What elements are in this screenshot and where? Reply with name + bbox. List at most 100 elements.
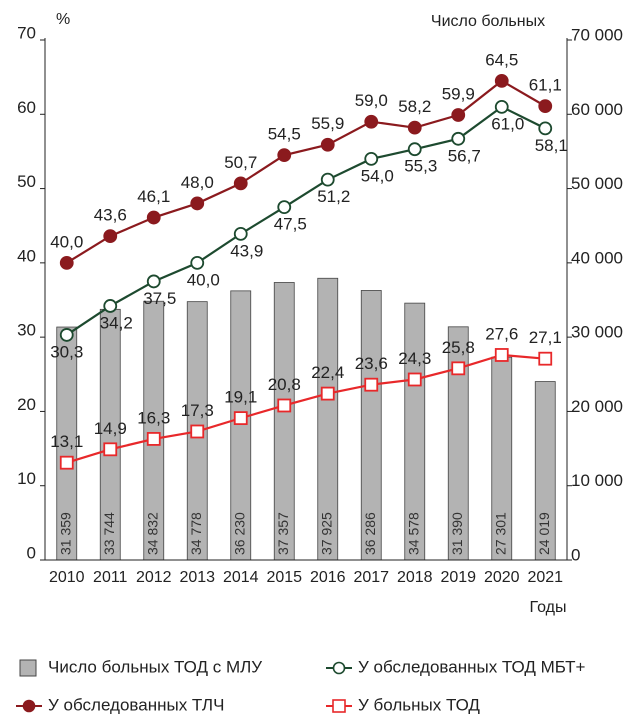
- data-label: 40,0: [187, 270, 220, 289]
- marker: [451, 108, 466, 122]
- x-tick-label: 2017: [353, 569, 389, 586]
- marker: [451, 361, 466, 376]
- data-label: 43,6: [94, 206, 127, 225]
- marker: [233, 411, 248, 426]
- bar-label: 27 301: [492, 512, 508, 555]
- legend-swatch: [19, 659, 37, 677]
- bar-label: 37 925: [318, 512, 334, 555]
- legend-label: У обследованных ТОД МБТ+: [358, 657, 586, 676]
- data-label: 24,3: [398, 349, 431, 368]
- marker: [320, 386, 335, 401]
- marker: [277, 398, 292, 413]
- data-label: 55,3: [404, 157, 437, 176]
- x-tick-label: 2013: [179, 569, 215, 586]
- data-label: 54,5: [268, 125, 301, 144]
- y2-tick-label: 0: [571, 545, 580, 564]
- marker: [59, 328, 74, 342]
- marker: [233, 226, 248, 241]
- data-label: 58,1: [535, 136, 568, 155]
- marker: [407, 120, 422, 135]
- data-label: 51,2: [317, 187, 350, 206]
- marker: [407, 142, 422, 157]
- line: [66, 353, 546, 464]
- marker: [103, 442, 118, 457]
- bar-label: 37 357: [275, 512, 291, 555]
- y2-tick-label: 10 000: [571, 471, 623, 490]
- x-tick-label: 2018: [397, 569, 433, 586]
- line: [66, 79, 546, 264]
- y2-tick-label: 30 000: [571, 323, 623, 342]
- x-tick-label: 2019: [440, 569, 476, 586]
- data-label: 47,5: [274, 215, 307, 234]
- data-label: 55,9: [311, 114, 344, 133]
- y2-tick-label: 40 000: [571, 248, 623, 267]
- marker: [146, 432, 161, 446]
- bar-label: 31 390: [449, 512, 465, 555]
- y-tick-label: 20: [17, 395, 36, 414]
- data-label: 37,5: [143, 289, 176, 308]
- data-label: 50,7: [224, 153, 257, 172]
- data-label: 27,1: [529, 328, 562, 347]
- data-label: 25,8: [442, 338, 475, 357]
- bar-label: 34 832: [144, 512, 160, 555]
- data-label: 46,1: [137, 187, 170, 206]
- y2-tick-label: 60 000: [571, 100, 623, 119]
- marker: [190, 196, 205, 211]
- marker: [320, 172, 335, 187]
- data-label: 61,1: [529, 76, 562, 95]
- marker: [407, 372, 422, 387]
- data-label: 23,6: [355, 354, 388, 373]
- data-label: 59,9: [442, 85, 475, 104]
- line: [66, 105, 546, 336]
- bar-label: 24 019: [536, 512, 552, 555]
- marker: [364, 151, 379, 166]
- marker: [190, 424, 205, 439]
- bar-label: 36 286: [362, 512, 378, 555]
- y2-tick-label: 70 000: [571, 25, 623, 44]
- data-label: 22,4: [311, 363, 344, 382]
- marker: [103, 229, 118, 244]
- y-tick-label: 60: [17, 98, 36, 117]
- marker: [494, 73, 509, 88]
- data-label: 19,1: [224, 388, 257, 407]
- marker: [277, 200, 292, 215]
- data-label: 43,9: [230, 241, 263, 260]
- data-label: 59,0: [355, 91, 388, 110]
- y2-tick-label: 20 000: [571, 397, 623, 416]
- data-label: 30,3: [50, 342, 83, 361]
- marker: [494, 99, 509, 114]
- x-axis-label: Годы: [530, 599, 567, 616]
- x-tick-label: 2014: [223, 569, 259, 586]
- y-axis-label: %: [56, 11, 70, 28]
- x-tick-label: 2020: [484, 569, 520, 586]
- y-tick-label: 10: [17, 469, 36, 488]
- y2-tick-label: 50 000: [571, 174, 623, 193]
- y-tick-label: 70: [17, 23, 36, 42]
- data-label: 13,1: [50, 432, 83, 451]
- data-label: 16,3: [137, 408, 170, 427]
- legend-marker: [22, 699, 36, 713]
- marker: [277, 148, 292, 163]
- data-label: 27,6: [485, 324, 518, 343]
- data-label: 61,0: [491, 114, 524, 133]
- marker: [59, 455, 74, 470]
- marker: [364, 377, 379, 392]
- x-tick-label: 2021: [527, 569, 563, 586]
- x-tick-label: 2011: [93, 569, 128, 586]
- bar-label: 31 359: [57, 512, 73, 555]
- legend-label: У больных ТОД: [358, 695, 480, 714]
- marker: [146, 274, 161, 289]
- marker: [146, 210, 161, 225]
- marker: [494, 348, 509, 362]
- data-label: 14,9: [94, 419, 127, 438]
- bar-label: 33 744: [101, 512, 117, 555]
- bar-label: 34 778: [188, 512, 204, 555]
- data-label: 64,5: [485, 50, 518, 69]
- y-tick-label: 40: [17, 246, 36, 265]
- y2-axis-label: Число больных: [431, 13, 545, 30]
- data-label: 56,7: [448, 146, 481, 165]
- y-tick-label: 50: [17, 172, 36, 191]
- y-tick-label: 30: [17, 321, 36, 340]
- legend-label: У обследованных ТЛЧ: [48, 695, 224, 714]
- data-label: 20,8: [268, 375, 301, 394]
